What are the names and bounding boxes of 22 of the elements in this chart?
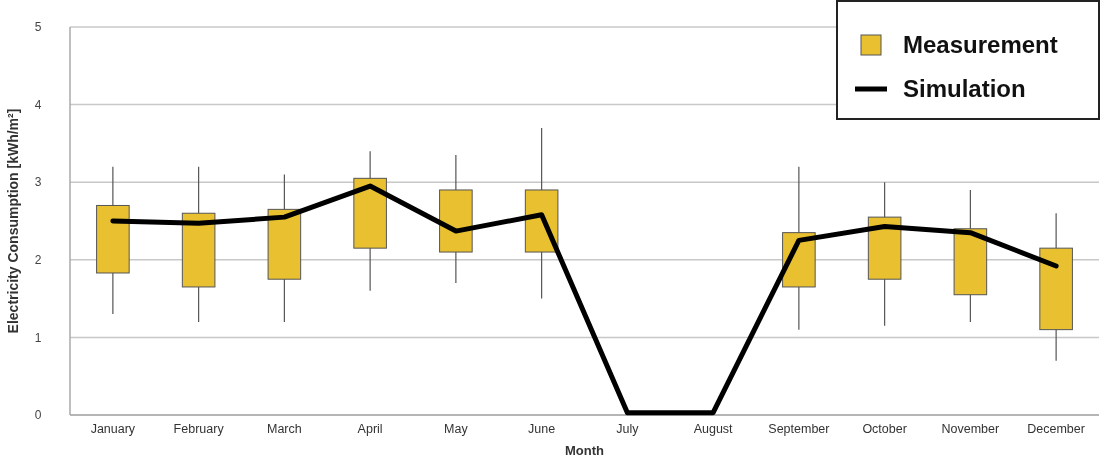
x-tick-label: September — [768, 422, 830, 436]
x-tick-label: May — [444, 422, 469, 436]
y-tick-label: 3 — [34, 175, 42, 190]
x-tick-label: June — [528, 422, 556, 436]
x-tick-label: January — [90, 422, 136, 436]
y-tick-label: 5 — [34, 20, 42, 35]
x-tick-label: March — [267, 422, 302, 436]
legend-label: Measurement — [903, 31, 1058, 59]
x-tick-label: February — [173, 422, 225, 436]
legend-label: Simulation — [903, 75, 1026, 103]
x-tick-label: July — [616, 422, 640, 436]
x-tick-label: December — [1027, 422, 1085, 436]
x-tick-label: April — [357, 422, 383, 436]
y-tick-label: 4 — [34, 97, 42, 112]
y-tick-label: 2 — [34, 253, 42, 267]
x-tick-label: November — [941, 422, 1000, 436]
x-tick-label: October — [862, 422, 907, 436]
y-tick-label: 1 — [34, 330, 42, 345]
y-axis-title: Electricity Consumption [kWh/m²] — [5, 108, 21, 334]
x-axis-title: Month — [565, 443, 605, 458]
y-tick-label: 0 — [34, 408, 42, 423]
x-tick-label: August — [693, 422, 734, 436]
